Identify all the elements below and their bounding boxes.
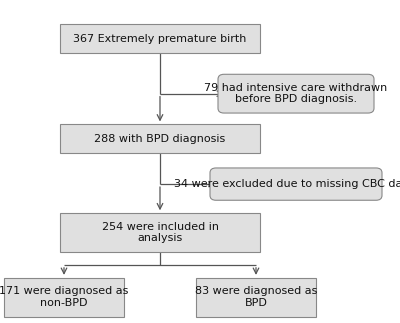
- FancyBboxPatch shape: [60, 213, 260, 252]
- FancyBboxPatch shape: [218, 74, 374, 113]
- FancyBboxPatch shape: [4, 278, 124, 317]
- FancyBboxPatch shape: [60, 124, 260, 153]
- Text: 79 had intensive care withdrawn
before BPD diagnosis.: 79 had intensive care withdrawn before B…: [204, 83, 388, 104]
- Text: 171 were diagnosed as
non-BPD: 171 were diagnosed as non-BPD: [0, 287, 129, 308]
- Text: 288 with BPD diagnosis: 288 with BPD diagnosis: [94, 134, 226, 144]
- FancyBboxPatch shape: [196, 278, 316, 317]
- Text: 83 were diagnosed as
BPD: 83 were diagnosed as BPD: [195, 287, 317, 308]
- Text: 34 were excluded due to missing CBC data.: 34 were excluded due to missing CBC data…: [174, 179, 400, 189]
- Text: 367 Extremely premature birth: 367 Extremely premature birth: [73, 34, 247, 44]
- Text: 254 were included in
analysis: 254 were included in analysis: [102, 222, 218, 243]
- FancyBboxPatch shape: [210, 168, 382, 200]
- FancyBboxPatch shape: [60, 24, 260, 53]
